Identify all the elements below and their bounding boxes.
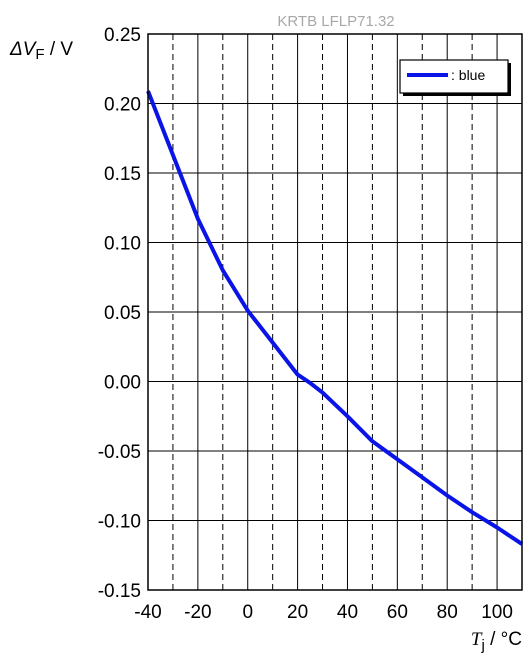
x-axis-title: Tj / °C (471, 629, 522, 654)
y-tick-label: 0.15 (104, 164, 141, 185)
x-tick-label: -40 (134, 602, 161, 623)
x-tick-label: 60 (387, 602, 408, 623)
y-axis-symbol: ΔV (9, 39, 38, 60)
y-axis-ticks: -0.15 -0.10 -0.05 0.00 0.05 0.10 0.15 0.20 0.25 (98, 25, 141, 602)
series-line-blue (146, 90, 524, 546)
x-tick-label: 80 (437, 602, 458, 623)
legend-label: : blue (451, 67, 485, 83)
y-tick-label: 0.10 (104, 234, 141, 255)
x-tick-label: 100 (481, 602, 513, 623)
y-tick-label: 0.05 (104, 303, 141, 324)
x-axis-subscript: j (481, 637, 485, 654)
y-tick-label: 0.25 (104, 25, 141, 46)
chart-subtitle: KRTB LFLP71.32 (277, 13, 394, 30)
y-tick-label: -0.10 (98, 512, 141, 533)
legend: : blue (399, 59, 511, 96)
x-tick-label: -20 (184, 602, 211, 623)
series-layer (146, 90, 524, 546)
y-tick-label: 0.20 (104, 95, 141, 116)
y-axis-title: ΔVF / V (9, 39, 73, 63)
x-tick-label: 0 (242, 602, 253, 623)
x-axis-symbol: T (471, 629, 483, 650)
y-tick-label: -0.15 (98, 581, 141, 602)
y-axis-subscript: F (35, 46, 44, 63)
x-axis-ticks: -40 -20 0 20 40 60 80 100 (134, 602, 513, 623)
grid (148, 34, 522, 590)
x-axis-unit: / °C (485, 629, 522, 650)
plot-frame (147, 33, 523, 591)
x-tick-label: 40 (337, 602, 358, 623)
x-tick-label: 20 (287, 602, 308, 623)
y-axis-unit: / V (45, 39, 74, 60)
y-tick-label: -0.05 (98, 442, 141, 463)
y-tick-label: 0.00 (104, 373, 141, 394)
